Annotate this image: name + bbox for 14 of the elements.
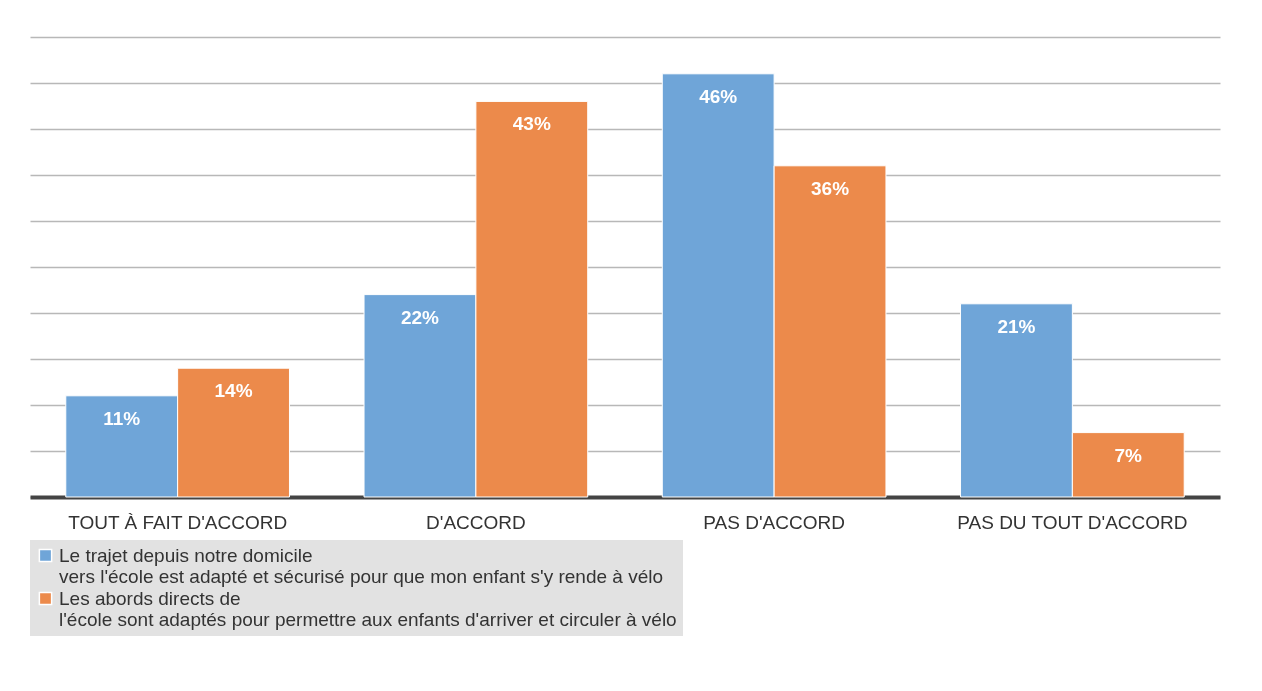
data-label: 22% — [400, 306, 440, 328]
x-tick-label: D'ACCORD — [426, 511, 526, 533]
data-label: 36% — [811, 177, 850, 199]
data-label: 43% — [512, 113, 551, 135]
data-label: 21% — [997, 315, 1036, 337]
data-label: 7% — [1114, 444, 1143, 466]
data-label: 46% — [699, 85, 738, 107]
x-tick-label: PAS D'ACCORD — [703, 511, 845, 533]
x-tick-label: PAS DU TOUT D'ACCORD — [957, 511, 1188, 533]
data-label: 11% — [103, 407, 141, 429]
data-label: 14% — [214, 380, 253, 402]
legend-label: Les abords directs de l'école sont adaptés pour permettre aux enfants d'arriver et circuler à vélo — [59, 587, 677, 630]
x-tick-label: TOUT À FAIT D'ACCORD — [68, 511, 288, 533]
legend-label: Le trajet depuis notre domicile vers l'école est adapté et sécurisé pour que mon enfant s'y rende à vélo — [59, 544, 664, 587]
